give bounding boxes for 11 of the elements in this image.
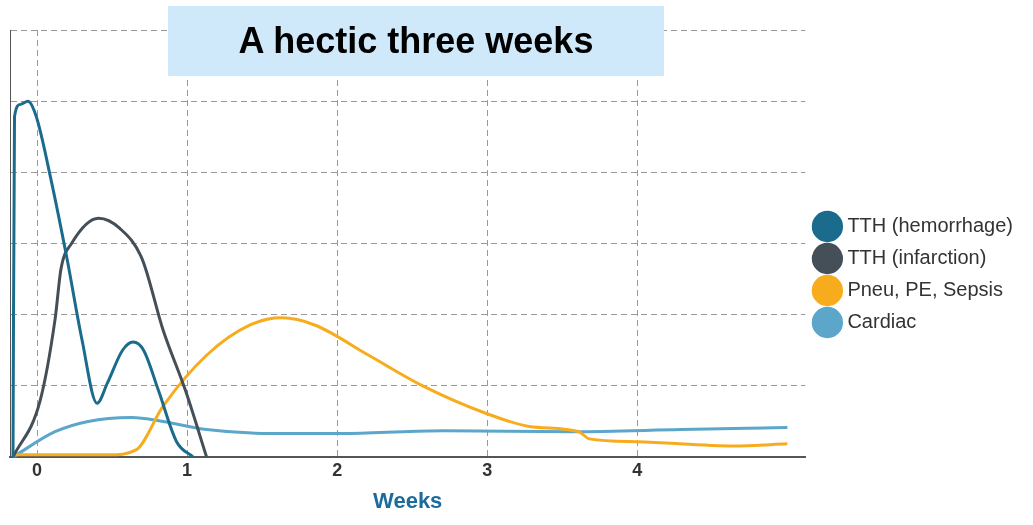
legend-label: Pneu, PE, Sepsis [847, 278, 1004, 301]
chart-title: A hectic three weeks [168, 6, 664, 76]
x-axis-title: Weeks [373, 487, 443, 513]
x-tick-label: 0 [32, 459, 43, 480]
legend-label: TTH (hemorrhage) [847, 214, 1014, 237]
x-tick-label: 1 [182, 459, 193, 480]
x-tick-label: 2 [332, 459, 343, 480]
legend-label: TTH (infarction) [847, 246, 987, 269]
legend-label: Cardiac [847, 310, 917, 333]
x-tick-label: 4 [632, 459, 643, 480]
x-tick-label: 3 [482, 459, 493, 480]
